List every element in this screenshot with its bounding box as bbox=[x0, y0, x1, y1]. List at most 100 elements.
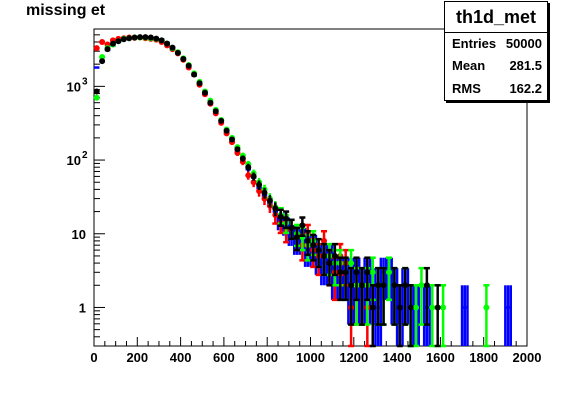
x-tick-label: 1800 bbox=[469, 350, 498, 365]
data-point bbox=[234, 146, 241, 153]
data-point bbox=[272, 205, 279, 212]
data-point bbox=[310, 242, 317, 249]
data-point bbox=[158, 37, 165, 44]
data-point bbox=[407, 304, 414, 311]
y-tick-exponent: 3 bbox=[82, 76, 88, 87]
series-3 bbox=[93, 34, 441, 348]
data-point bbox=[326, 260, 333, 267]
data-point bbox=[375, 282, 382, 289]
data-point bbox=[413, 304, 420, 311]
data-point bbox=[385, 269, 392, 276]
data-point bbox=[115, 38, 122, 45]
data-point bbox=[418, 282, 425, 289]
data-point bbox=[293, 234, 300, 241]
data-marks bbox=[93, 34, 513, 348]
data-point bbox=[337, 269, 344, 276]
data-point bbox=[429, 304, 436, 311]
data-point bbox=[245, 164, 252, 171]
data-point bbox=[364, 269, 371, 276]
data-point bbox=[250, 179, 257, 186]
y-tick-label: 10 bbox=[67, 79, 81, 94]
data-point bbox=[321, 252, 328, 259]
x-tick-label: 400 bbox=[170, 350, 192, 365]
y-tick-exponent: 2 bbox=[82, 150, 88, 161]
data-point bbox=[348, 260, 355, 267]
data-point bbox=[131, 34, 138, 41]
data-point bbox=[288, 224, 295, 231]
data-point bbox=[342, 269, 349, 276]
data-point bbox=[277, 213, 284, 220]
data-point bbox=[256, 181, 263, 188]
stats-title: th1d_met bbox=[445, 2, 547, 33]
data-point bbox=[93, 88, 100, 95]
stats-label: Entries bbox=[452, 36, 497, 51]
data-point bbox=[299, 222, 306, 229]
stats-value: 162.2 bbox=[509, 81, 542, 96]
data-point bbox=[283, 215, 290, 222]
data-point bbox=[369, 304, 376, 311]
data-point bbox=[321, 237, 328, 244]
data-point bbox=[423, 282, 430, 289]
data-point bbox=[104, 46, 111, 53]
data-point bbox=[331, 252, 338, 259]
y-tick-label: 10 bbox=[67, 153, 81, 168]
data-point bbox=[229, 136, 236, 143]
x-tick-label: 0 bbox=[90, 350, 97, 365]
data-point bbox=[164, 40, 171, 47]
data-point bbox=[245, 172, 252, 179]
data-point bbox=[196, 80, 203, 87]
data-point bbox=[396, 304, 403, 311]
stats-label: RMS bbox=[452, 81, 481, 96]
data-point bbox=[380, 282, 387, 289]
data-point bbox=[93, 94, 100, 101]
x-tick-label: 2000 bbox=[513, 350, 542, 365]
data-point bbox=[180, 56, 187, 63]
data-point bbox=[261, 189, 268, 196]
stats-label: Mean bbox=[452, 58, 486, 73]
series-1 bbox=[93, 34, 371, 348]
data-point bbox=[109, 40, 116, 47]
stats-value: 281.5 bbox=[509, 58, 542, 73]
data-point bbox=[207, 99, 214, 106]
data-point bbox=[369, 269, 376, 276]
data-point bbox=[137, 34, 144, 41]
x-tick-label: 200 bbox=[126, 350, 148, 365]
axes: 0 200 400 600 800 1000 1200 1400 1600 1800 2000 1 10… bbox=[67, 28, 542, 365]
data-point bbox=[93, 45, 100, 52]
data-point bbox=[239, 155, 246, 162]
data-point bbox=[99, 58, 106, 65]
stats-value: 50000 bbox=[505, 36, 542, 51]
stats-row-entries: Entries 50000 bbox=[452, 33, 542, 55]
x-tick-label: 1200 bbox=[339, 350, 368, 365]
data-point bbox=[256, 188, 263, 195]
data-point bbox=[266, 197, 273, 204]
data-point bbox=[120, 36, 127, 43]
data-point bbox=[185, 62, 192, 69]
x-tick-label: 1600 bbox=[426, 350, 455, 365]
data-point bbox=[348, 282, 355, 289]
data-point bbox=[153, 35, 160, 42]
data-point bbox=[99, 38, 106, 45]
stats-row-rms: RMS 162.2 bbox=[452, 78, 542, 100]
y-tick-label: 10 bbox=[72, 227, 86, 242]
data-point bbox=[169, 44, 176, 51]
data-point bbox=[223, 127, 230, 134]
data-point bbox=[440, 304, 447, 311]
data-point bbox=[201, 89, 208, 96]
stats-row-mean: Mean 281.5 bbox=[452, 55, 542, 77]
x-tick-label: 600 bbox=[213, 350, 235, 365]
data-point bbox=[212, 108, 219, 115]
data-point bbox=[250, 173, 257, 180]
data-point bbox=[391, 282, 398, 289]
data-point bbox=[402, 282, 409, 289]
chart-title: missing et bbox=[26, 2, 106, 19]
data-point bbox=[147, 34, 154, 41]
data-point bbox=[126, 35, 133, 42]
data-point bbox=[191, 71, 198, 78]
data-point bbox=[304, 237, 311, 244]
data-point bbox=[142, 34, 149, 41]
x-tick-label: 1000 bbox=[296, 350, 325, 365]
data-point bbox=[358, 282, 365, 289]
data-point bbox=[483, 304, 490, 311]
